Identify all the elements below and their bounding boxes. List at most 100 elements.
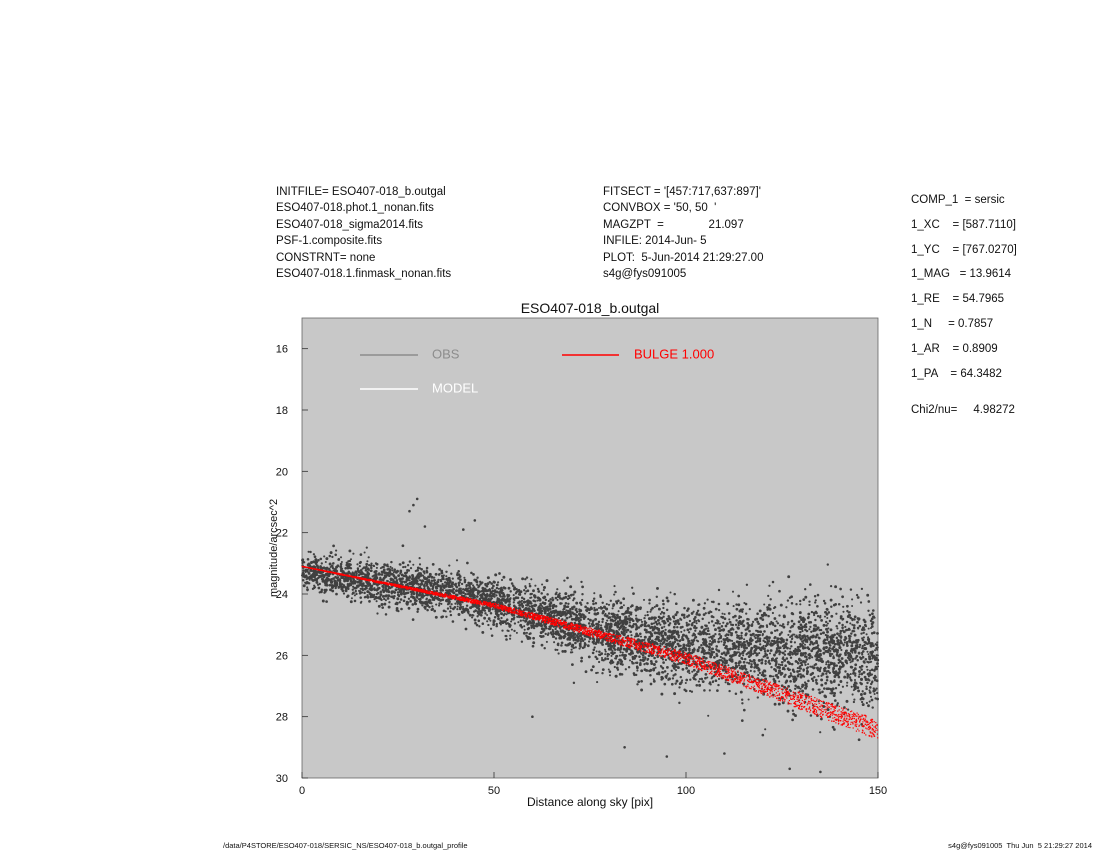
obs-point (780, 684, 784, 688)
obs-point (737, 634, 741, 638)
obs-point (556, 598, 559, 601)
obs-point (338, 578, 342, 581)
obs-point (804, 595, 808, 599)
obs-point (536, 625, 539, 628)
obs-point (839, 629, 843, 633)
obs-point (717, 602, 721, 606)
obs-point (529, 632, 532, 635)
obs-point (704, 676, 707, 680)
obs-point (365, 546, 368, 549)
obs-point (445, 575, 448, 578)
obs-point (849, 665, 853, 669)
obs-point (448, 578, 451, 581)
obs-point (606, 619, 609, 622)
obs-point (868, 689, 871, 692)
obs-point (668, 634, 671, 637)
obs-point (354, 571, 357, 574)
obs-point (705, 627, 708, 630)
obs-point (306, 581, 310, 585)
obs-point (783, 658, 787, 662)
obs-point (486, 620, 489, 623)
obs-point (737, 621, 741, 625)
obs-point (834, 687, 838, 690)
obs-point (532, 589, 535, 593)
obs-point (823, 687, 826, 690)
obs-point (811, 679, 815, 683)
obs-point (719, 655, 722, 659)
obs-point (674, 669, 678, 672)
obs-point (775, 661, 778, 665)
obs-point (576, 635, 579, 639)
obs-point (502, 575, 506, 579)
obs-point (589, 636, 592, 639)
obs-point (580, 659, 583, 663)
obs-point (522, 600, 526, 604)
obs-point (421, 604, 424, 607)
obs-point (755, 653, 759, 657)
obs-point (661, 636, 665, 640)
obs-point (772, 675, 775, 678)
obs-point (764, 728, 767, 731)
obs-point (483, 593, 486, 597)
obs-point (515, 631, 518, 634)
header-fit-info: FITSECT = '[457:717,637:897]' CONVBOX = … (603, 184, 763, 282)
obs-point (618, 628, 621, 631)
obs-point (379, 590, 383, 594)
obs-point (841, 618, 844, 621)
obs-point (660, 676, 663, 679)
obs-point (327, 579, 330, 582)
obs-point (545, 640, 548, 643)
obs-point (354, 590, 357, 593)
obs-point (730, 623, 733, 626)
obs-point (324, 583, 327, 587)
obs-point (634, 608, 638, 612)
obs-point (574, 646, 577, 649)
obs-point (845, 649, 848, 652)
obs-point (399, 563, 402, 566)
obs-point (588, 618, 592, 622)
obs-point (567, 642, 571, 646)
obs-point (773, 605, 777, 609)
obs-point (872, 615, 875, 619)
header-convbox: CONVBOX = '50, 50 ' (603, 202, 717, 215)
obs-point (830, 614, 834, 618)
obs-point (816, 604, 819, 608)
obs-point (656, 631, 660, 635)
obs-point (688, 672, 691, 675)
obs-point (342, 592, 346, 595)
obs-point (754, 618, 757, 621)
obs-point (574, 617, 577, 621)
obs-point (868, 613, 872, 617)
obs-point (487, 617, 491, 620)
obs-point (437, 578, 440, 581)
obs-point (842, 605, 845, 608)
obs-point (553, 611, 556, 615)
obs-point (757, 658, 761, 662)
obs-point (721, 657, 724, 660)
param-comp: COMP_1 = sersic (911, 194, 1005, 206)
obs-point (762, 639, 765, 642)
obs-point (713, 638, 716, 642)
obs-point (818, 688, 821, 691)
obs-point (828, 619, 832, 623)
obs-point (840, 648, 843, 652)
obs-point (808, 600, 811, 603)
obs-point (582, 617, 586, 620)
obs-point (724, 659, 728, 663)
obs-point (631, 586, 634, 589)
obs-point (798, 615, 802, 619)
obs-point (742, 646, 745, 649)
obs-point (741, 644, 745, 647)
obs-point (440, 602, 443, 605)
obs-point (356, 567, 360, 570)
obs-point (501, 595, 505, 598)
obs-point (578, 642, 582, 646)
obs-point (799, 623, 803, 627)
obs-point (611, 607, 614, 610)
obs-point (748, 629, 751, 633)
obs-point (471, 591, 475, 594)
header-file-info: INITFILE= ESO407-018_b.outgal ESO407-018… (276, 184, 451, 282)
obs-point (368, 600, 371, 603)
obs-point (630, 625, 634, 629)
obs-point (512, 594, 515, 597)
